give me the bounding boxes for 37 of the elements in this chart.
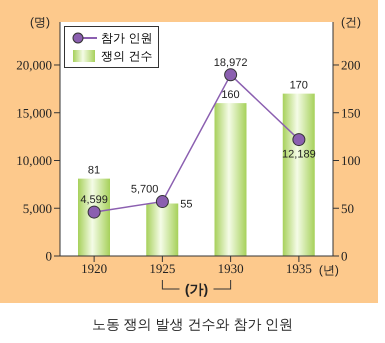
y2-tick-label: 50 (341, 200, 354, 216)
y-tick-label: 10,000 (16, 153, 52, 168)
data-label: 18,972 (214, 56, 248, 69)
data-label: 55 (180, 198, 192, 210)
y2-tick-label: 200 (341, 58, 360, 73)
y-tick-label: 20,000 (16, 58, 52, 73)
text: 노동 쟁의 발생 건수와 참가 인원 (90, 316, 294, 334)
x-axis-title: (년) (318, 263, 339, 277)
x-tick-label: 1925 (149, 261, 176, 276)
data-label: 12,189 (282, 148, 316, 161)
x-tick-label: 1920 (81, 261, 108, 276)
point (156, 195, 169, 208)
data-label: 170 (290, 80, 308, 92)
y2-axis-title: (건) (341, 15, 361, 29)
legend-label: 참가 인원 (101, 30, 152, 46)
y2-tick-label: 150 (341, 105, 360, 120)
y-tick-label: 5,000 (22, 200, 52, 216)
legend-label: 쟁의 건수 (101, 48, 152, 64)
point (292, 133, 306, 146)
text: (가) (184, 281, 208, 297)
y-tick-label: 0 (46, 248, 52, 264)
x-tick-label: 1935 (286, 261, 312, 276)
point (224, 68, 238, 82)
y2-tick-label: 0 (341, 248, 348, 264)
data-label: 81 (88, 164, 100, 177)
bar (214, 103, 246, 256)
data-label: 5,700 (130, 184, 158, 196)
y2-tick-label: 100 (341, 153, 360, 168)
bar (146, 203, 178, 256)
data-label: 4,599 (80, 194, 108, 206)
x-tick-label: 1930 (218, 261, 244, 276)
y-tick-label: 15,000 (16, 105, 52, 120)
bar (78, 178, 110, 256)
point (88, 206, 101, 219)
data-label: 160 (221, 89, 240, 102)
bar (282, 94, 315, 256)
y-axis-title: (명) (30, 15, 50, 29)
